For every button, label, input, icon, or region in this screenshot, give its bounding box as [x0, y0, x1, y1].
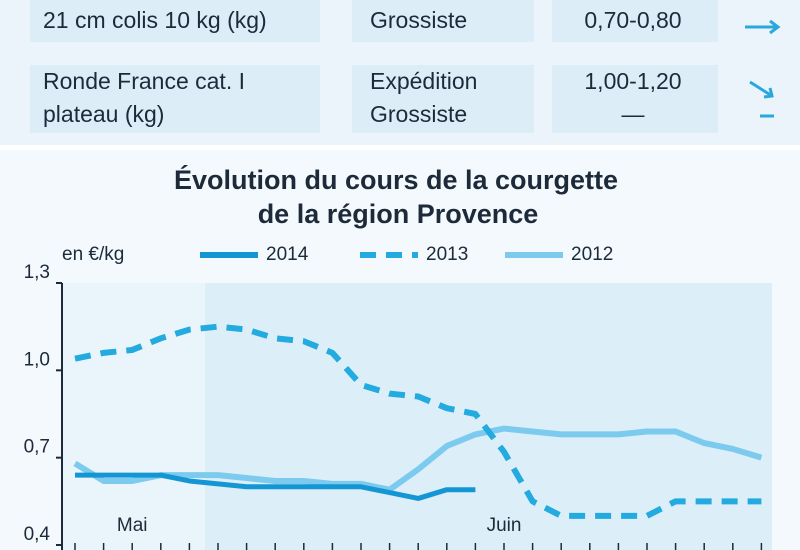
y-tick-label: 0,4 [24, 524, 51, 545]
plot-area-may [62, 283, 205, 550]
y-tick-label: 0,7 [24, 437, 50, 458]
y-tick-label: 1,0 [24, 349, 50, 370]
table-cell: Grossiste [370, 101, 467, 127]
legend-label: 2012 [571, 244, 613, 265]
y-tick-label: 1,3 [24, 262, 50, 283]
table-cell: Grossiste [370, 7, 467, 33]
table-cell: Ronde France cat. I [43, 68, 245, 94]
x-tick-label: Juin [487, 515, 522, 536]
table-cell: 0,70-0,80 [584, 7, 681, 33]
chart-title: de la région Provence [258, 199, 539, 229]
line-series [75, 472, 476, 501]
trend-icons [745, 19, 781, 118]
table-cell: — [622, 101, 645, 127]
plot-area [205, 283, 772, 550]
y-axis-label: en €/kg [62, 244, 124, 265]
table-cell: 21 cm colis 10 kg (kg) [43, 7, 267, 33]
legend-label: 2013 [426, 244, 468, 265]
table-cell: plateau (kg) [43, 101, 164, 127]
line-series [74, 323, 762, 519]
line-series [73, 425, 763, 493]
x-tick-label: Mai [117, 515, 148, 536]
chart-title: Évolution du cours de la courgette [174, 164, 618, 195]
table-cells [30, 0, 718, 133]
table-cell: 1,00-1,20 [584, 68, 681, 94]
table-cell: Expédition [370, 68, 477, 94]
legend-label: 2014 [266, 244, 309, 265]
